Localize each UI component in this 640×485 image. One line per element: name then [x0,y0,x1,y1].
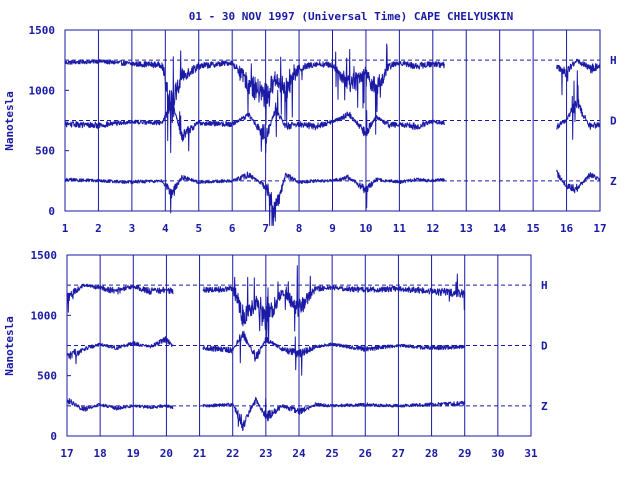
y-tick-label: 1000 [31,309,58,322]
y-axis-label-bottom: Nanotesla [3,316,16,376]
x-tick-label: 3 [129,222,136,235]
series-z-trace [64,169,601,226]
x-tick-label: 11 [393,222,407,235]
x-tick-label: 27 [392,447,405,460]
component-label-z: Z [610,175,617,188]
x-tick-label: 1 [62,222,69,235]
x-tick-label: 7 [262,222,269,235]
y-tick-label: 1500 [29,24,56,37]
component-label-d: D [610,115,617,128]
x-tick-label: 12 [426,222,439,235]
x-tick-label: 17 [60,447,73,460]
series-h-trace [66,265,466,343]
x-tick-label: 10 [359,222,372,235]
series-h-trace [64,43,601,153]
y-tick-label: 500 [37,370,57,383]
x-tick-label: 19 [127,447,140,460]
x-tick-label: 4 [162,222,169,235]
x-tick-label: 31 [524,447,538,460]
x-tick-label: 5 [195,222,202,235]
x-tick-label: 26 [359,447,373,460]
x-tick-label: 29 [458,447,471,460]
x-tick-label: 14 [493,222,507,235]
x-tick-label: 13 [460,222,473,235]
component-label-d: D [541,340,548,353]
component-label-z: Z [541,400,548,413]
x-tick-label: 2 [95,222,102,235]
x-tick-label: 24 [292,447,306,460]
x-tick-label: 28 [425,447,438,460]
x-tick-label: 25 [326,447,339,460]
series-d-trace [64,70,601,153]
x-tick-label: 15 [527,222,540,235]
series-d-trace [66,330,466,376]
x-tick-label: 21 [193,447,207,460]
y-tick-label: 0 [48,205,55,218]
component-label-h: H [541,279,548,292]
y-tick-label: 1500 [31,249,58,262]
x-tick-label: 8 [296,222,303,235]
y-tick-label: 0 [50,430,57,443]
x-tick-label: 9 [329,222,336,235]
x-tick-label: 6 [229,222,236,235]
y-axis-label-top: Nanotesla [3,91,16,151]
x-tick-label: 18 [94,447,107,460]
x-tick-label: 22 [226,447,239,460]
x-tick-label: 20 [160,447,173,460]
x-tick-label: 23 [259,447,272,460]
x-tick-label: 16 [560,222,574,235]
y-tick-label: 1000 [29,84,56,97]
chart-title: 01 - 30 NOV 1997 (Universal Time) CAPE C… [189,10,514,23]
component-label-h: H [610,54,617,67]
series-z-trace [66,396,466,431]
x-tick-label: 17 [593,222,606,235]
x-tick-label: 30 [491,447,504,460]
y-tick-label: 500 [35,145,55,158]
